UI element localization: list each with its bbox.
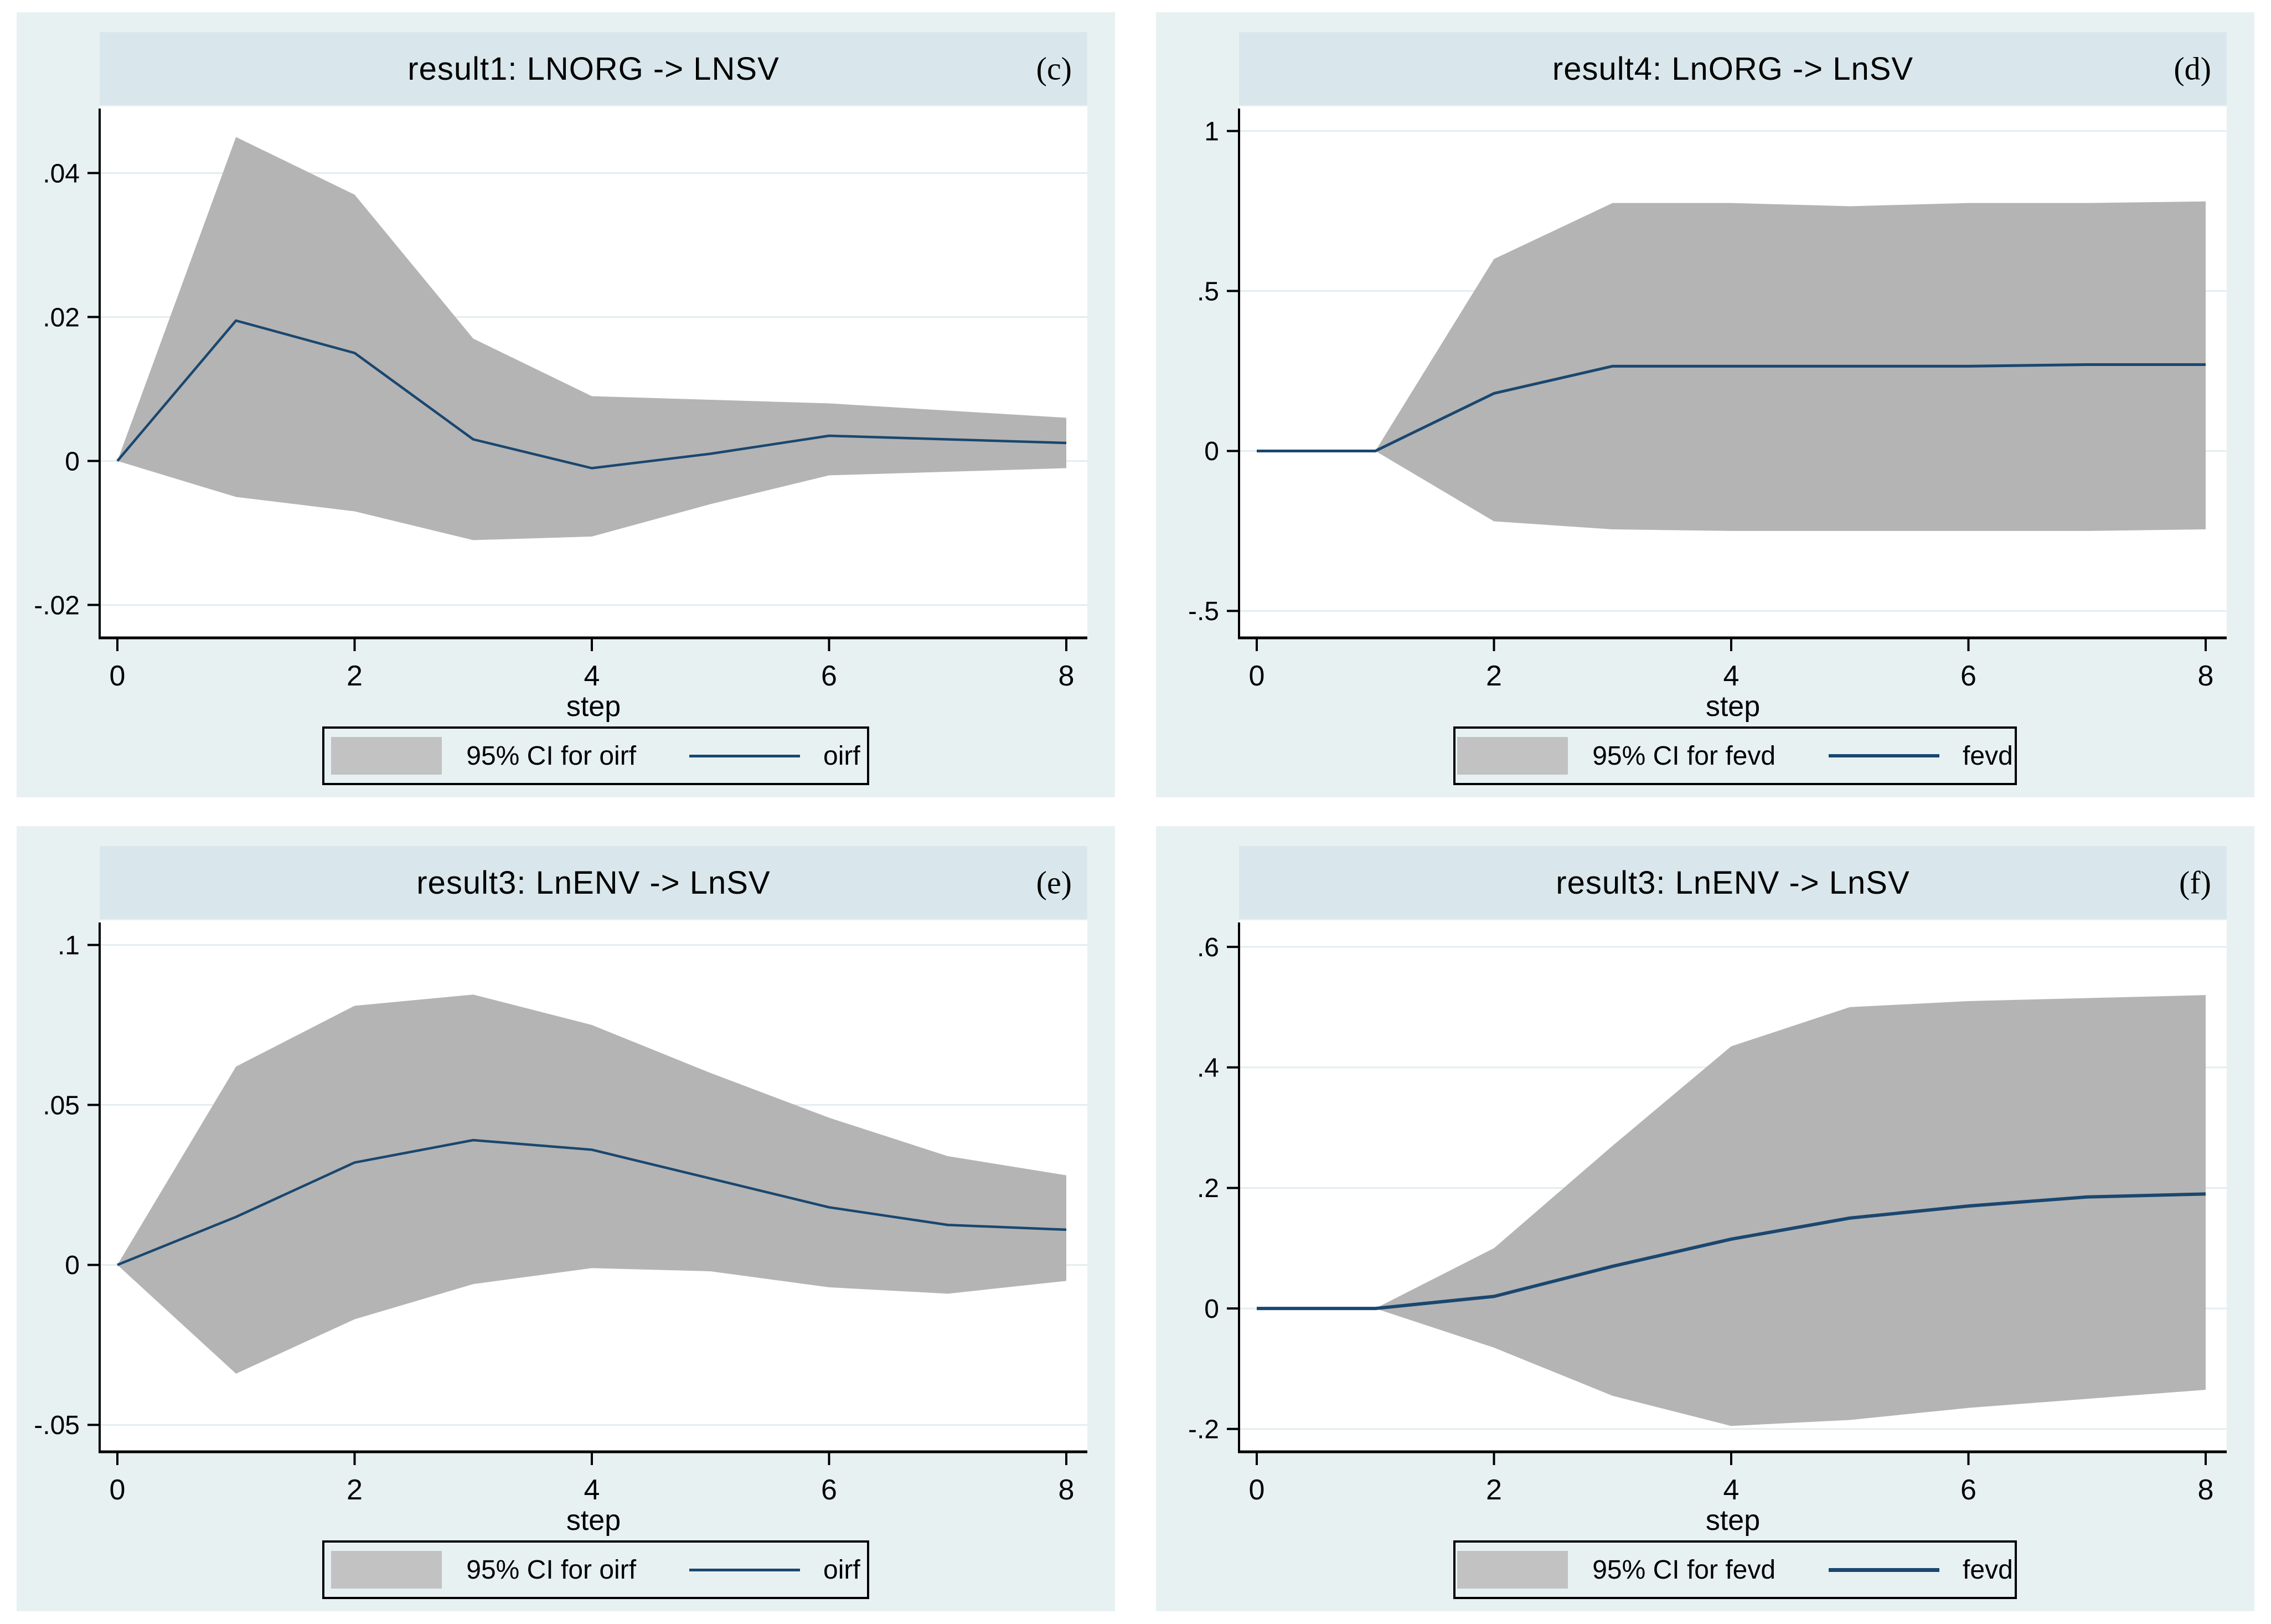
legend: 95% CI for oirf oirf — [322, 1540, 869, 1599]
x-tick-label: 6 — [821, 1474, 837, 1502]
x-axis-title: step — [1705, 1504, 1761, 1537]
x-tick-label: 0 — [1249, 660, 1265, 688]
x-tick-label: 8 — [1059, 1474, 1075, 1502]
panel-letter: (f) — [2179, 864, 2211, 901]
legend: 95% CI for fevd fevd — [1453, 726, 2017, 785]
x-tick-label: 2 — [347, 1474, 363, 1502]
irf-line — [116, 319, 1067, 470]
plot-svg: .04 .02 0 -.02 0 2 4 6 8 — [34, 106, 1087, 688]
line-label: oirf — [823, 741, 860, 771]
irf-line — [1257, 1192, 2206, 1311]
y-tick-label: .02 — [43, 303, 80, 332]
x-tick-label: 6 — [1960, 1474, 1976, 1502]
x-tick-label: 2 — [347, 660, 363, 688]
line-label: fevd — [1963, 741, 2013, 771]
panel-title-bar: result3: LnENV -> LnSV (f) — [1239, 846, 2227, 919]
panel-title-bar: result3: LnENV -> LnSV (e) — [100, 846, 1087, 919]
x-tick-label: 4 — [584, 660, 600, 688]
y-tick-label: .04 — [43, 159, 80, 188]
x-axis-title: step — [566, 690, 621, 723]
line-swatch — [689, 754, 801, 757]
ci-band-label: 95% CI for fevd — [1592, 1555, 1776, 1585]
panel-title: result1: LNORG -> LNSV — [407, 50, 780, 87]
panel-title: result3: LnENV -> LnSV — [416, 864, 771, 901]
irf-line — [117, 1138, 1067, 1266]
irf-line — [1257, 363, 2206, 452]
ci-band-swatch — [331, 737, 442, 775]
panel-title-bar: result1: LNORG -> LNSV (c) — [100, 32, 1087, 105]
x-tick-label: 0 — [110, 1474, 126, 1502]
panel-title: result4: LnORG -> LnSV — [1552, 50, 1914, 87]
panel-e: result3: LnENV -> LnSV (e) .1 .05 0 -.05 0 2 4… — [17, 826, 1115, 1611]
x-tick-label: 4 — [1723, 1474, 1740, 1502]
y-tick-label: -.02 — [34, 591, 80, 620]
x-tick-label: 8 — [2198, 1474, 2214, 1502]
panel-d: result4: LnORG -> LnSV (d) 1.5 0 -.5 0 2 4 6 8 … — [1156, 12, 2254, 797]
y-tick-label: 0 — [65, 1251, 80, 1280]
y-tick-label: -.2 — [1188, 1415, 1219, 1445]
panel-letter: (e) — [1036, 864, 1072, 901]
y-tick-label: 0 — [1204, 437, 1219, 466]
x-tick-label: 4 — [1723, 660, 1740, 688]
x-tick-label: 4 — [584, 1474, 600, 1502]
ci-band-swatch — [1457, 737, 1568, 775]
ci-band-swatch — [331, 1551, 442, 1589]
panel-letter: (c) — [1036, 50, 1072, 87]
x-tick-label: 2 — [1486, 1474, 1502, 1502]
legend: 95% CI for fevd fevd — [1453, 1540, 2017, 1599]
y-tick-label: .1 — [58, 931, 80, 960]
line-swatch — [1829, 754, 1940, 757]
y-tick-label: 0 — [1204, 1295, 1219, 1324]
ci-band-swatch — [1457, 1551, 1568, 1589]
panel-f: result3: LnENV -> LnSV (f) .6 .4 .2 0 -.2 0 2 4… — [1156, 826, 2254, 1611]
ci-band — [117, 994, 1066, 1374]
ci-band — [117, 137, 1066, 540]
legend: 95% CI for oirf oirf — [322, 726, 869, 785]
x-tick-label: 8 — [1059, 660, 1075, 688]
ci-band-label: 95% CI for oirf — [466, 1555, 637, 1585]
plot-svg: .6 .4 .2 0 -.2 0 2 4 6 8 — [1188, 920, 2227, 1502]
y-tick-label: .4 — [1197, 1054, 1219, 1083]
y-tick-label: 0 — [65, 447, 80, 476]
plot-svg: .1 .05 0 -.05 0 2 4 6 8 — [34, 920, 1087, 1502]
x-axis-title: step — [566, 1504, 621, 1537]
x-tick-label: 6 — [821, 660, 837, 688]
ci-band-label: 95% CI for oirf — [466, 741, 637, 771]
x-axis-title: step — [1705, 690, 1761, 723]
panel-title: result3: LnENV -> LnSV — [1556, 864, 1910, 901]
panel-title-bar: result4: LnORG -> LnSV (d) — [1239, 32, 2227, 105]
x-tick-label: 0 — [110, 660, 126, 688]
panel-letter: (d) — [2174, 50, 2211, 87]
y-tick-label: .6 — [1197, 933, 1219, 962]
x-tick-label: 0 — [1249, 1474, 1265, 1502]
y-tick-label: .05 — [43, 1091, 80, 1120]
x-tick-label: 2 — [1486, 660, 1502, 688]
panel-c: result1: LNORG -> LNSV (c) .04 .02 0 -.02 0 2… — [17, 12, 1115, 797]
ci-band-label: 95% CI for fevd — [1592, 741, 1776, 771]
x-tick-label: 8 — [2198, 660, 2214, 688]
y-tick-label: .2 — [1197, 1174, 1219, 1203]
plot-svg: 1 .5 0 -.5 0 2 4 6 8 — [1188, 106, 2227, 688]
y-tick-label: 1 — [1204, 117, 1219, 146]
ci-band — [1257, 995, 2206, 1426]
line-swatch — [1829, 1568, 1940, 1572]
y-tick-label: .5 — [1197, 277, 1219, 306]
line-swatch — [689, 1568, 801, 1571]
y-tick-label: -.05 — [34, 1411, 80, 1440]
line-label: oirf — [823, 1555, 860, 1585]
y-tick-label: -.5 — [1188, 597, 1219, 626]
line-label: fevd — [1963, 1555, 2013, 1585]
x-tick-label: 6 — [1960, 660, 1976, 688]
